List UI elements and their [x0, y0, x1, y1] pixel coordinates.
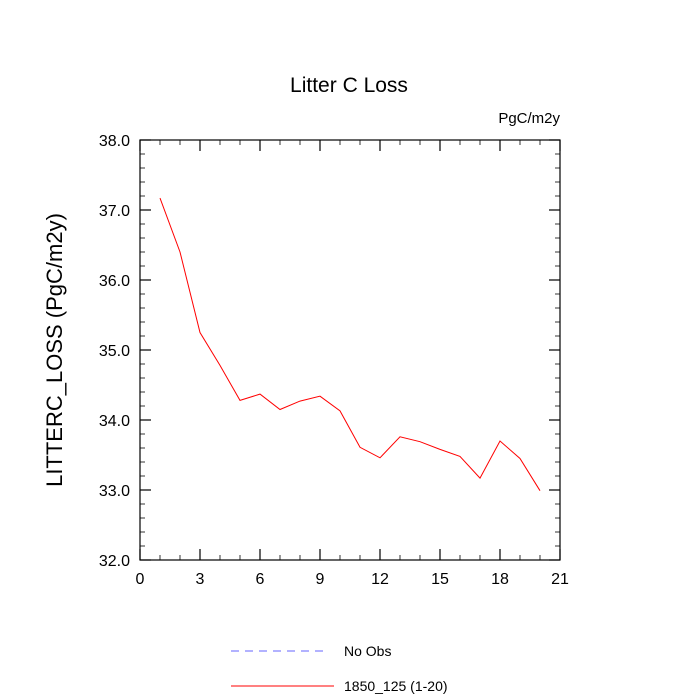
x-tick-label: 18	[491, 571, 509, 588]
x-tick-label: 21	[551, 571, 569, 588]
plot-frame	[139, 139, 561, 561]
legend-label-0: No Obs	[344, 643, 391, 659]
chart-title: Litter C Loss	[290, 74, 408, 97]
y-tick-label: 34.0	[99, 413, 130, 430]
x-tick-label: 15	[431, 571, 449, 588]
y-tick-label: 36.0	[99, 273, 130, 290]
units-label: PgC/m2y	[498, 110, 560, 127]
x-tick-label: 3	[196, 571, 205, 588]
y-axis-label: LITTERC_LOSS (PgC/m2y)	[42, 213, 67, 487]
y-tick-label: 33.0	[99, 483, 130, 500]
y-tick-label: 38.0	[99, 133, 130, 150]
y-tick-label: 37.0	[99, 203, 130, 220]
x-tick-label: 12	[371, 571, 389, 588]
series-line-1	[159, 197, 541, 491]
legend-label-1: 1850_125 (1-20)	[344, 678, 448, 694]
x-tick-label: 0	[136, 571, 145, 588]
series-lines	[159, 197, 541, 491]
y-tick-label: 35.0	[99, 343, 130, 360]
x-tick-label: 9	[316, 571, 325, 588]
axis-ticks	[139, 139, 561, 561]
y-tick-label: 32.0	[99, 553, 130, 570]
x-tick-label: 6	[256, 571, 265, 588]
tick-labels: 0 3 6 9 12 15 18 21 32.0 33.0 34.0 35.0 36.0 37.0 38.0	[99, 133, 569, 588]
legend: No Obs 1850_125 (1-20)	[231, 643, 448, 694]
